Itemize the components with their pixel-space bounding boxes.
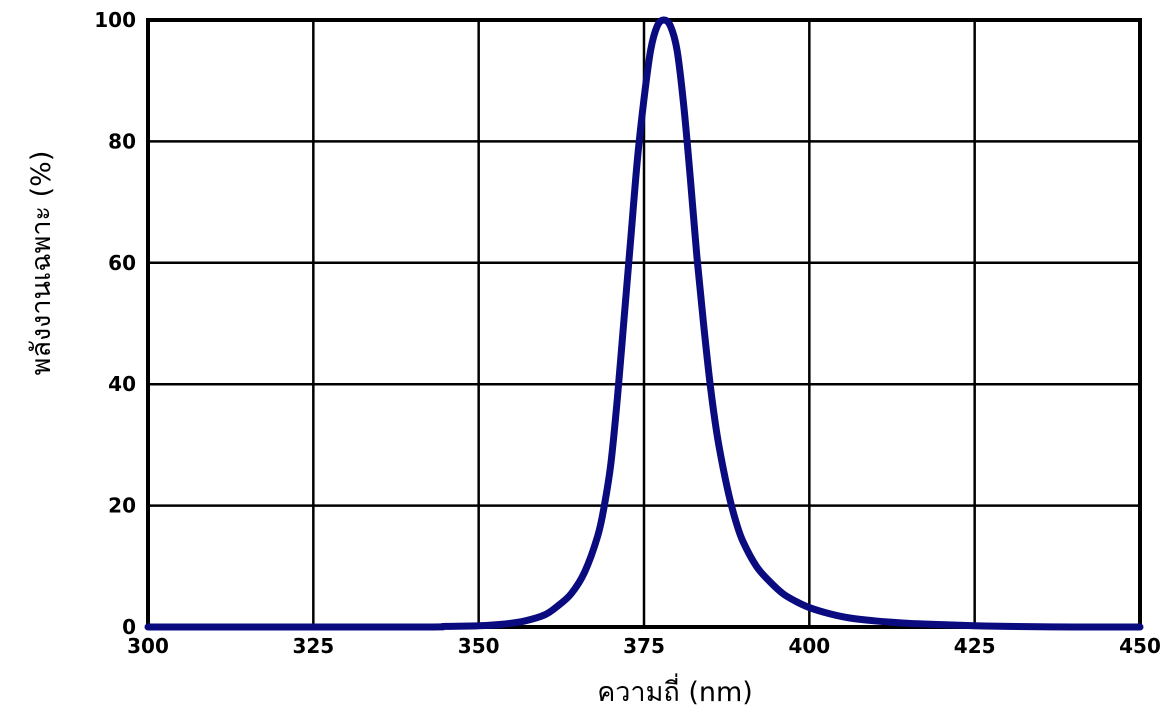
x-tick-label: 400 (788, 634, 830, 658)
x-tick-label: 325 (292, 634, 334, 658)
plot-area-frame (146, 18, 1142, 629)
y-tick-label: 60 (108, 251, 136, 275)
x-axis-label: ความถี่ (nm) (597, 673, 753, 708)
y-tick-label: 0 (122, 615, 136, 639)
y-tick-label: 80 (108, 129, 136, 153)
y-axis-label: พลังงานเฉพาะ (%) (26, 151, 57, 376)
x-tick-label: 375 (623, 634, 665, 658)
x-tick-label: 300 (127, 634, 169, 658)
y-tick-label: 100 (94, 8, 136, 32)
x-axis-ticks: 300 325 350 375 400 425 450 (127, 634, 1161, 658)
x-tick-label: 450 (1119, 634, 1161, 658)
y-tick-label: 20 (108, 494, 136, 518)
x-tick-label: 350 (458, 634, 500, 658)
y-axis-ticks: 0 20 40 60 80 100 (94, 8, 136, 639)
y-tick-label: 40 (108, 372, 136, 396)
x-tick-label: 425 (954, 634, 996, 658)
series-layer (144, 16, 1144, 631)
series-line-0 (144, 16, 1144, 631)
